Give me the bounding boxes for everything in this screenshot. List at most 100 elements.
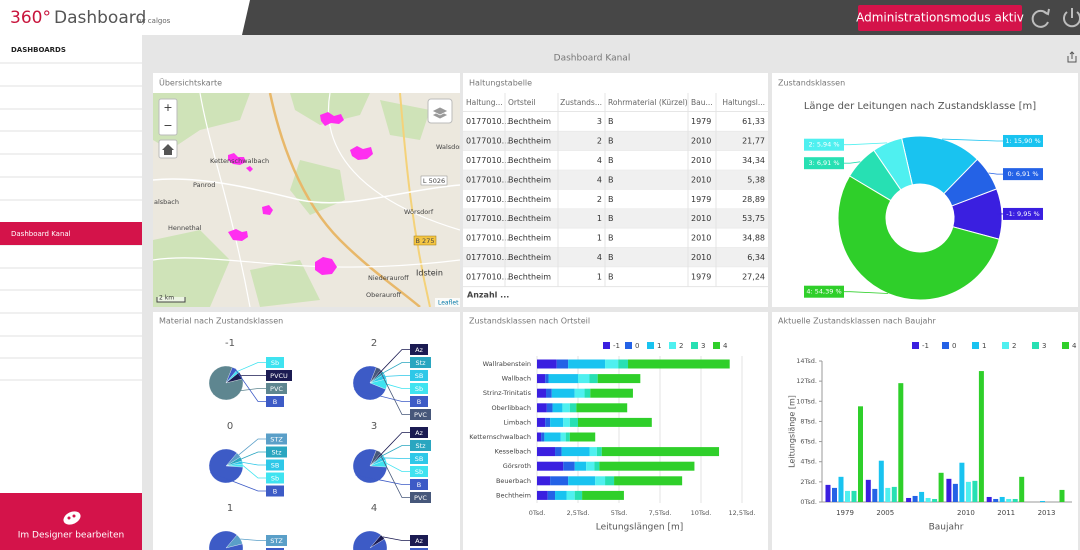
table-cell: 0177010... xyxy=(466,253,509,262)
bar xyxy=(978,371,984,502)
x-tick-label: 5Tsd. xyxy=(611,509,628,517)
slice-label: B xyxy=(417,481,421,489)
home-icon[interactable] xyxy=(162,144,174,155)
refresh-icon[interactable] xyxy=(1031,8,1050,28)
bar-segment xyxy=(537,388,547,398)
slice-label-box xyxy=(266,446,287,458)
legend-swatch xyxy=(1062,342,1069,349)
table-cell: 53,75 xyxy=(742,214,765,223)
attribution[interactable]: Leaflet xyxy=(438,300,459,307)
y-tick-label: 10Tsd. xyxy=(796,397,817,405)
legend-swatch xyxy=(1032,342,1039,349)
bar-segment xyxy=(537,447,556,457)
table-cell: B xyxy=(608,253,614,262)
table-cell: 2010 xyxy=(691,175,711,184)
bar-segment xyxy=(568,476,596,486)
sidebar-rows xyxy=(0,62,142,381)
bar xyxy=(965,481,971,502)
zoom-control[interactable] xyxy=(158,98,178,136)
share-icon[interactable] xyxy=(1067,51,1077,63)
slice-label: PVCU xyxy=(270,372,288,380)
chart-title: 0 xyxy=(227,421,233,432)
legend-swatch xyxy=(603,342,610,349)
slice-label: Sb xyxy=(415,385,423,393)
pie-slice xyxy=(208,530,244,550)
designer-icon[interactable] xyxy=(61,509,82,527)
table-cell: 0177010... xyxy=(466,156,509,165)
bar-segment xyxy=(544,432,561,442)
column-header: Bau... xyxy=(691,98,713,107)
leader-line xyxy=(234,368,266,402)
x-tick-label: 2005 xyxy=(876,509,894,517)
bar-segment xyxy=(595,476,606,486)
legend-swatch xyxy=(691,342,698,349)
table-cell: 21,77 xyxy=(742,137,765,146)
designer-button-label[interactable]: Im Designer bearbeiten xyxy=(18,531,124,541)
table-cell: 6,34 xyxy=(747,253,765,262)
table-cell: Bechtheim xyxy=(508,214,551,223)
slice-label-box xyxy=(410,344,428,355)
bar-segment xyxy=(586,461,595,471)
bar-segment xyxy=(552,403,563,413)
chart-title: Länge der Leitungen nach Zustandsklasse … xyxy=(804,101,1036,112)
data-label: 4: 54,39 % xyxy=(806,288,841,296)
slice-label: STZ xyxy=(270,436,283,444)
x-tick-label: 7,5Tsd. xyxy=(649,509,672,517)
bar-segment xyxy=(537,461,564,471)
map-label: Panrod xyxy=(193,181,215,189)
slice-label: SB xyxy=(415,455,424,463)
bar xyxy=(999,496,1005,502)
panel-title: Zustandsklassen nach Ortsteil xyxy=(469,317,590,326)
sidebar-item-active[interactable] xyxy=(0,222,142,245)
slice-label-box xyxy=(410,548,428,550)
x-tick-label: 2,5Tsd. xyxy=(567,509,590,517)
bar xyxy=(946,478,952,502)
sidebar xyxy=(0,35,142,550)
leader-line xyxy=(383,362,410,374)
y-tick-label: Ketternschwalbach xyxy=(469,433,531,441)
bar-segment xyxy=(594,461,600,471)
column-header: Rohrmaterial (Kürzel) xyxy=(608,98,688,107)
sidebar-item[interactable]: Dashboard Kanal xyxy=(11,230,71,238)
leader-line xyxy=(354,389,410,402)
legend-label: 3 xyxy=(1042,342,1046,350)
mode-button-label[interactable]: Administrationsmodus aktiv xyxy=(856,11,1024,25)
slice-label-box xyxy=(410,409,431,420)
bar-segment xyxy=(569,432,596,442)
mode-button[interactable] xyxy=(858,5,1022,31)
zoom-out[interactable]: − xyxy=(163,119,172,132)
zoom-in[interactable]: + xyxy=(163,101,172,114)
bar xyxy=(972,480,978,502)
layer-icon[interactable] xyxy=(431,106,449,120)
slice-label-box xyxy=(266,472,284,484)
map-label: B 275 xyxy=(416,237,435,245)
leader-line xyxy=(386,383,410,389)
data-label: 2: 5,94 % xyxy=(808,141,839,149)
column-header: Haltung... xyxy=(466,98,503,107)
data-label-box xyxy=(804,285,844,298)
leader-line xyxy=(385,375,410,377)
slice-label: Az xyxy=(415,537,423,545)
leader-line xyxy=(355,474,410,485)
bar-segment xyxy=(568,359,606,369)
slice-label: PVC xyxy=(414,411,427,419)
bar-segment xyxy=(548,374,578,384)
map-label: Idstein xyxy=(416,269,443,278)
slice-label-box xyxy=(266,370,292,381)
slice-label-box xyxy=(266,535,287,546)
y-tick-label: Strinz-Trinitatis xyxy=(483,389,532,397)
table-row xyxy=(463,209,768,229)
slice-label: Stz xyxy=(415,359,426,367)
slice-label: Sb xyxy=(271,475,279,483)
bar-segment xyxy=(537,403,547,413)
leader-line xyxy=(381,432,410,454)
table-row xyxy=(463,112,768,132)
bar-segment xyxy=(546,388,552,398)
leader-line xyxy=(238,438,266,456)
table-cell: 0177010... xyxy=(466,195,509,204)
map[interactable]: Kettenschwalbach Panrod alsbach Hennetha… xyxy=(153,93,465,307)
map-forest xyxy=(153,93,430,307)
slice-label: Az xyxy=(415,346,423,354)
map-label: Wörsdorf xyxy=(404,208,434,216)
slice-label-box xyxy=(266,548,284,550)
